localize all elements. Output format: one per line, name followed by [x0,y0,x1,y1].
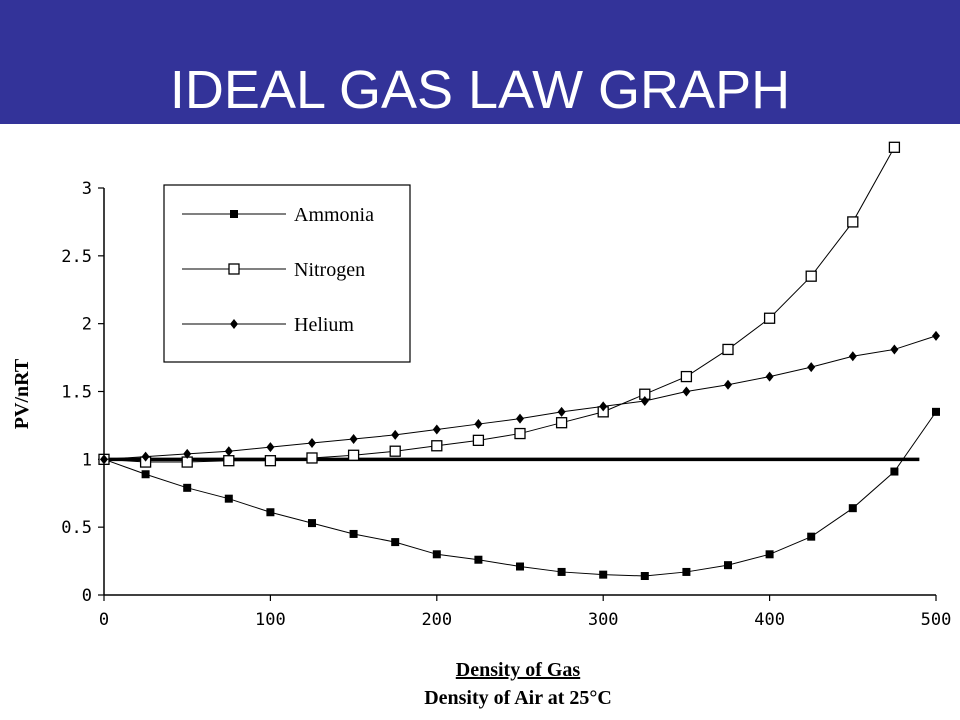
gridless-plot-area: 0 0.5 1 1.5 2 2.5 3 0 100 200 300 400 500 [61,141,951,630]
data-point-helium [183,448,192,459]
data-point-helium [474,419,483,430]
series-layer [98,141,940,581]
data-point-helium [432,424,441,435]
x-tick-label: 300 [588,610,619,630]
data-point-nitrogen [847,216,859,228]
data-point-nitrogen [223,455,235,467]
x-axis-title-line2: Density of Air at 25°C [424,687,612,709]
x-axis-ticks: 0 100 200 300 400 500 [99,595,951,630]
data-point-nitrogen [805,270,817,282]
data-point-nitrogen [514,427,526,440]
data-point-nitrogen [347,449,360,461]
title-bar [0,0,960,124]
x-axis-title-line1: Density of Gas [456,659,581,681]
legend-entry-ammonia: Ammonia [182,204,374,226]
x-tick-label: 0 [99,610,109,630]
data-point-helium [599,401,608,412]
data-point-helium [557,406,566,417]
y-tick-label: 1 [82,450,92,470]
data-point-ammonia [765,550,774,559]
data-point-helium [349,433,358,444]
data-point-ammonia [224,494,233,503]
data-point-ammonia [724,561,732,570]
series-ammonia [100,407,940,581]
data-point-helium [141,451,150,462]
data-point-helium [724,379,732,390]
series-line-nitrogen [103,147,895,463]
data-point-helium [308,438,316,449]
data-point-ammonia [308,519,316,528]
data-point-ammonia [266,508,275,517]
data-point-ammonia [391,538,400,547]
data-point-helium [224,446,233,457]
data-point-helium [391,429,400,440]
data-point-ammonia [890,467,899,476]
legend-marker-helium [230,319,238,329]
data-point-helium [765,371,774,382]
data-point-ammonia [640,572,649,581]
data-point-helium [100,454,108,465]
data-point-ammonia [682,567,691,576]
y-tick-label: 1.5 [61,383,92,403]
data-point-ammonia [183,483,192,492]
legend-entry-nitrogen: Nitrogen [182,259,365,281]
data-point-nitrogen [264,455,277,467]
y-axis-ticks: 0 0.5 1 1.5 2 2.5 3 [61,179,104,606]
data-point-helium [890,344,899,355]
x-tick-label: 200 [421,610,452,630]
y-tick-label: 0.5 [61,518,92,538]
data-point-helium [640,395,649,406]
data-point-nitrogen [389,445,401,457]
legend-items: Ammonia Nitrogen Helium [182,204,374,336]
data-point-helium [848,351,857,362]
data-point-nitrogen [472,434,485,446]
series-nitrogen [98,141,901,468]
y-tick-label: 2 [82,315,92,335]
data-point-ammonia [474,555,483,564]
data-point-ammonia [848,504,857,513]
data-point-ammonia [432,550,441,559]
line-chart: 0 0.5 1 1.5 2 2.5 3 0 100 200 300 400 500 PV/nRT De… [11,141,951,709]
series-helium [100,330,940,465]
data-point-ammonia [599,570,608,579]
data-point-nitrogen [680,370,693,383]
legend: Ammonia Nitrogen Helium [163,184,411,363]
data-point-ammonia [516,562,524,571]
x-tick-label: 400 [754,610,785,630]
data-point-helium [266,442,275,453]
data-point-ammonia [141,470,150,479]
legend-marker-nitrogen [228,263,240,275]
data-point-ammonia [557,567,566,576]
data-point-helium [682,386,691,397]
x-tick-label: 500 [921,610,952,630]
legend-label-nitrogen: Nitrogen [294,259,365,281]
data-point-nitrogen [555,417,568,429]
slide-title: IDEAL GAS LAW GRAPH [169,60,791,120]
data-point-nitrogen [431,440,443,452]
data-point-helium [516,413,524,424]
data-point-ammonia [932,407,940,416]
legend-label-helium: Helium [294,314,354,336]
data-point-nitrogen [763,312,776,324]
y-tick-label: 2.5 [61,247,92,267]
y-tick-label: 3 [82,179,92,199]
data-point-nitrogen [306,452,318,464]
data-point-ammonia [807,532,816,541]
legend-marker-ammonia [230,210,238,218]
data-point-ammonia [349,529,358,538]
legend-label-ammonia: Ammonia [294,204,374,226]
y-axis-title: PV/nRT [11,358,33,429]
x-tick-label: 100 [255,610,286,630]
data-point-nitrogen [722,343,734,356]
y-tick-label: 0 [82,586,92,606]
legend-entry-helium: Helium [182,314,354,336]
data-point-helium [932,330,940,341]
data-point-nitrogen [888,141,901,153]
data-point-helium [807,362,816,373]
